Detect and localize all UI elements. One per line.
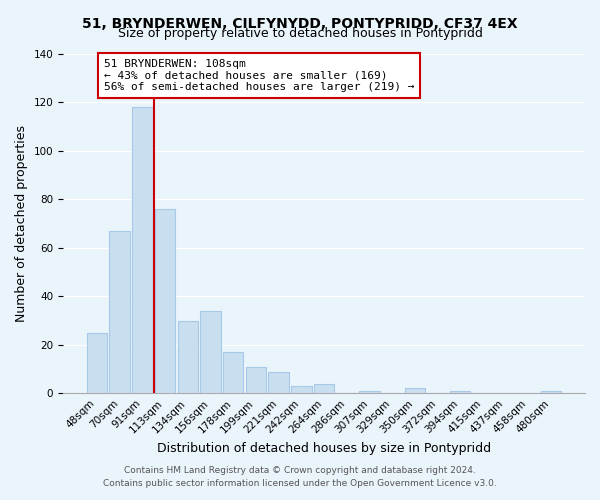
Bar <box>178 320 198 394</box>
Bar <box>268 372 289 394</box>
Bar <box>245 366 266 394</box>
Bar <box>200 311 221 394</box>
Bar <box>109 231 130 394</box>
Bar <box>155 209 175 394</box>
Bar <box>87 332 107 394</box>
Text: 51 BRYNDERWEN: 108sqm
← 43% of detached houses are smaller (169)
56% of semi-det: 51 BRYNDERWEN: 108sqm ← 43% of detached … <box>104 59 414 92</box>
Bar <box>223 352 244 394</box>
Bar <box>291 386 311 394</box>
X-axis label: Distribution of detached houses by size in Pontypridd: Distribution of detached houses by size … <box>157 442 491 455</box>
Bar <box>541 391 561 394</box>
Bar <box>132 108 152 394</box>
Text: Size of property relative to detached houses in Pontypridd: Size of property relative to detached ho… <box>118 28 482 40</box>
Bar <box>450 391 470 394</box>
Bar <box>404 388 425 394</box>
Y-axis label: Number of detached properties: Number of detached properties <box>15 125 28 322</box>
Bar <box>359 391 380 394</box>
Text: 51, BRYNDERWEN, CILFYNYDD, PONTYPRIDD, CF37 4EX: 51, BRYNDERWEN, CILFYNYDD, PONTYPRIDD, C… <box>82 18 518 32</box>
Text: Contains HM Land Registry data © Crown copyright and database right 2024.
Contai: Contains HM Land Registry data © Crown c… <box>103 466 497 487</box>
Bar <box>314 384 334 394</box>
